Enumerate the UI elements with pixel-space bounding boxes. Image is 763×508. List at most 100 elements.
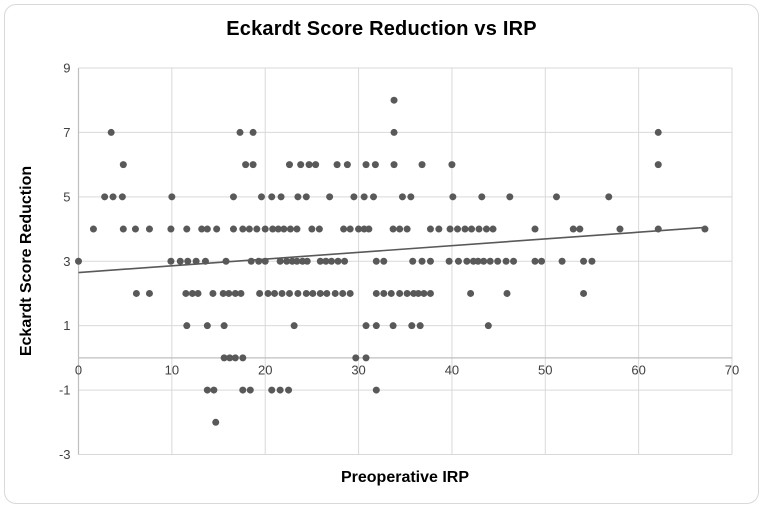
data-point [312,161,320,169]
data-point [448,161,456,169]
data-point [132,289,140,297]
data-point [302,193,310,201]
x-tick-label: 70 [725,362,739,377]
x-tick-label: 20 [258,362,272,377]
data-point [231,354,239,362]
data-point [145,289,153,297]
data-point [119,161,127,169]
chart-outer-border [4,4,759,504]
data-point [531,225,539,233]
data-point [372,289,380,297]
data-point [219,289,227,297]
data-point [372,257,380,265]
data-point [580,257,588,265]
data-point [305,161,313,169]
data-point [362,322,370,330]
data-point [435,225,443,233]
data-point [426,225,434,233]
data-point [182,289,190,297]
data-point [213,225,221,233]
y-tick-label: -1 [59,383,71,398]
data-point [616,225,624,233]
x-tick-label: 50 [538,362,552,377]
data-point [426,257,434,265]
data-point [467,289,475,297]
data-point [283,257,291,265]
chart-title: Eckardt Score Reduction vs IRP [226,18,537,40]
data-point [261,225,269,233]
data-point [183,322,191,330]
data-point [285,289,293,297]
data-point [489,225,497,233]
data-point [398,193,406,201]
data-point [334,257,342,265]
data-point [75,257,82,265]
data-point [588,257,596,265]
x-tick-label: 60 [631,362,645,377]
data-point [188,289,196,297]
data-point [89,225,97,233]
data-point [239,386,247,394]
data-point [510,257,518,265]
data-point [294,193,302,201]
data-point [654,161,662,169]
data-point [416,322,424,330]
y-tick-label: 5 [63,189,70,204]
data-point [107,128,115,136]
data-point [352,354,360,362]
data-point [403,289,411,297]
data-point [309,289,317,297]
data-point [302,289,310,297]
data-point [245,225,253,233]
data-point [502,257,510,265]
data-point [315,225,323,233]
data-point [327,257,335,265]
data-point [293,225,301,233]
data-point [414,289,422,297]
data-point [276,257,284,265]
data-point [468,225,476,233]
data-point [239,225,247,233]
data-point [167,225,175,233]
data-point [333,161,341,169]
data-point [390,161,398,169]
data-point [605,193,613,201]
data-point [194,289,202,297]
data-point [331,289,339,297]
data-point [203,322,211,330]
data-point [407,193,415,201]
data-point [278,289,286,297]
data-point [580,289,588,297]
data-point [286,225,294,233]
data-point [371,161,379,169]
data-point [184,257,192,265]
data-point [478,193,486,201]
data-point [269,225,277,233]
data-point [350,193,358,201]
data-point [285,161,293,169]
data-point [168,193,176,201]
data-point [326,193,334,201]
data-point [268,193,276,201]
y-tick-label: 7 [63,125,70,140]
data-point [322,257,330,265]
data-point [446,225,454,233]
data-point [503,289,511,297]
data-point [176,257,184,265]
data-point [390,96,398,104]
data-point [380,257,388,265]
y-axis-title: Eckardt Score Reduction [18,165,35,357]
data-point [484,322,492,330]
x-axis-title: Preoperative IRP [340,469,470,486]
data-point [212,418,220,426]
y-tick-label: -3 [59,447,71,462]
data-point [370,193,378,201]
data-point [389,225,397,233]
data-point [390,128,398,136]
data-point [480,257,488,265]
data-point [236,128,244,136]
data-point [257,193,265,201]
data-point [220,354,228,362]
